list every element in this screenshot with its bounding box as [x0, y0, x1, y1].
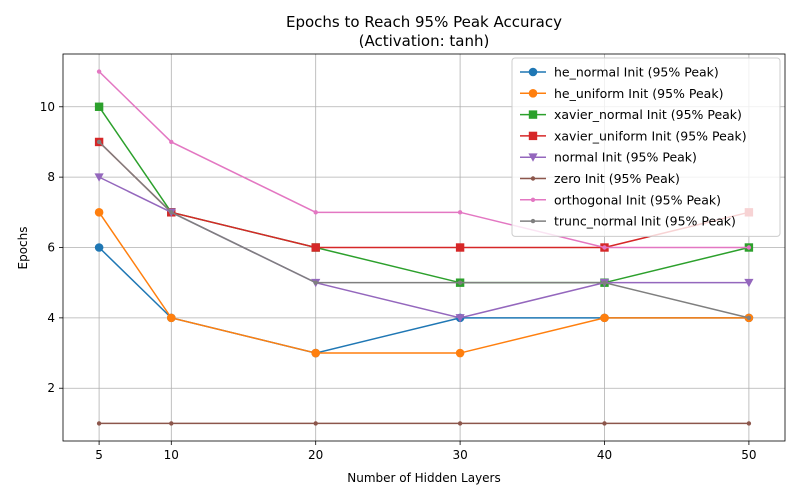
- x-tick-label-2: 20: [308, 448, 323, 462]
- legend-marker-4: [528, 153, 538, 162]
- legend-item-3: xavier_uniform Init (95% Peak): [520, 128, 747, 143]
- y-axis-label: Epochs: [16, 227, 30, 270]
- data-point-5-2: [313, 421, 318, 426]
- legend-marker-7: [530, 218, 536, 224]
- legend-marker-3: [528, 131, 538, 141]
- data-point-7-2: [313, 280, 318, 285]
- series-6: [96, 69, 752, 250]
- legend-box: [511, 57, 781, 237]
- y-tick-label-0: 2: [47, 381, 55, 395]
- legend-item-5: zero Init (95% Peak): [520, 171, 680, 186]
- x-axis-label: Number of Hidden Layers: [347, 471, 501, 485]
- x-tick-label-0: 5: [95, 448, 103, 462]
- data-point-4-0: [94, 173, 104, 182]
- legend-label-5: zero Init (95% Peak): [554, 171, 680, 186]
- y-tick-label-3: 8: [47, 170, 55, 184]
- data-point-3-3: [455, 243, 465, 252]
- legend-item-4: normal Init (95% Peak): [520, 150, 697, 165]
- data-point-7-4: [602, 280, 607, 285]
- legend-marker-6: [530, 197, 536, 202]
- x-tick-label-3: 30: [452, 448, 467, 462]
- series-line-2: [98, 106, 750, 284]
- data-point-7-1: [169, 210, 174, 215]
- series-line-1: [98, 211, 749, 354]
- legend-label-1: he_uniform Init (95% Peak): [554, 86, 723, 101]
- series-1: [94, 208, 754, 358]
- legend-item-1: he_uniform Init (95% Peak): [520, 86, 723, 101]
- x-tick-label-1: 10: [164, 448, 179, 462]
- data-point-6-0: [96, 69, 102, 74]
- data-point-1-2: [311, 348, 321, 358]
- data-point-1-4: [600, 313, 609, 323]
- data-point-6-4: [602, 245, 607, 250]
- data-point-4-3: [455, 314, 465, 323]
- data-point-6-5: [746, 245, 752, 250]
- data-point-5-5: [746, 421, 752, 426]
- data-point-5-1: [169, 421, 174, 426]
- legend-marker-0: [528, 67, 538, 77]
- axes-frame: [62, 53, 786, 442]
- data-point-7-0: [96, 139, 102, 145]
- data-point-6-2: [313, 210, 318, 215]
- x-tick-label-5: 50: [741, 448, 756, 462]
- legend-marker-5: [530, 176, 536, 181]
- series-7: [96, 139, 752, 321]
- data-point-2-0: [94, 102, 104, 111]
- series-0: [94, 243, 754, 358]
- data-point-3-2: [311, 243, 320, 252]
- data-point-7-5: [746, 315, 752, 321]
- legend-item-2: xavier_normal Init (95% Peak): [520, 107, 742, 122]
- series-line-0: [98, 246, 749, 354]
- legend-label-2: xavier_normal Init (95% Peak): [554, 107, 742, 122]
- series-line-6: [98, 71, 749, 249]
- data-point-6-1: [169, 139, 174, 145]
- data-point-5-4: [602, 421, 607, 426]
- legend-label-0: he_normal Init (95% Peak): [554, 65, 719, 80]
- chart-title: Epochs to Reach 95% Peak Accuracy: [286, 13, 562, 31]
- series-line-7: [98, 141, 750, 319]
- data-point-1-3: [455, 348, 465, 358]
- series-5: [96, 421, 752, 426]
- legend-label-4: normal Init (95% Peak): [554, 150, 697, 165]
- y-tick-label-2: 6: [47, 241, 55, 255]
- data-point-5-3: [457, 421, 463, 426]
- y-tick-label-4: 10: [40, 100, 55, 114]
- data-point-1-0: [94, 208, 104, 217]
- legend-item-7: trunc_normal Init (95% Peak): [520, 214, 736, 229]
- data-point-5-0: [96, 421, 102, 426]
- data-point-6-3: [457, 210, 463, 215]
- legend: he_normal Init (95% Peak) he_uniform Init…: [511, 57, 781, 237]
- legend-label-7: trunc_normal Init (95% Peak): [554, 214, 736, 229]
- legend-marker-2: [528, 110, 538, 119]
- legend-label-6: orthogonal Init (95% Peak): [554, 192, 721, 207]
- legend-item-0: he_normal Init (95% Peak): [520, 65, 719, 80]
- data-point-4-5: [744, 278, 754, 288]
- legend-marker-1: [528, 89, 538, 98]
- chart-subtitle: (Activation: tanh): [359, 32, 490, 50]
- legend-item-6: orthogonal Init (95% Peak): [520, 192, 721, 207]
- x-tick-label-4: 40: [597, 448, 612, 462]
- series-line-4: [98, 176, 749, 319]
- data-point-7-3: [457, 280, 463, 285]
- legend-label-3: xavier_uniform Init (95% Peak): [554, 128, 747, 143]
- data-point-0-0: [94, 243, 104, 252]
- y-tick-label-1: 4: [47, 311, 55, 325]
- data-point-1-1: [167, 313, 176, 323]
